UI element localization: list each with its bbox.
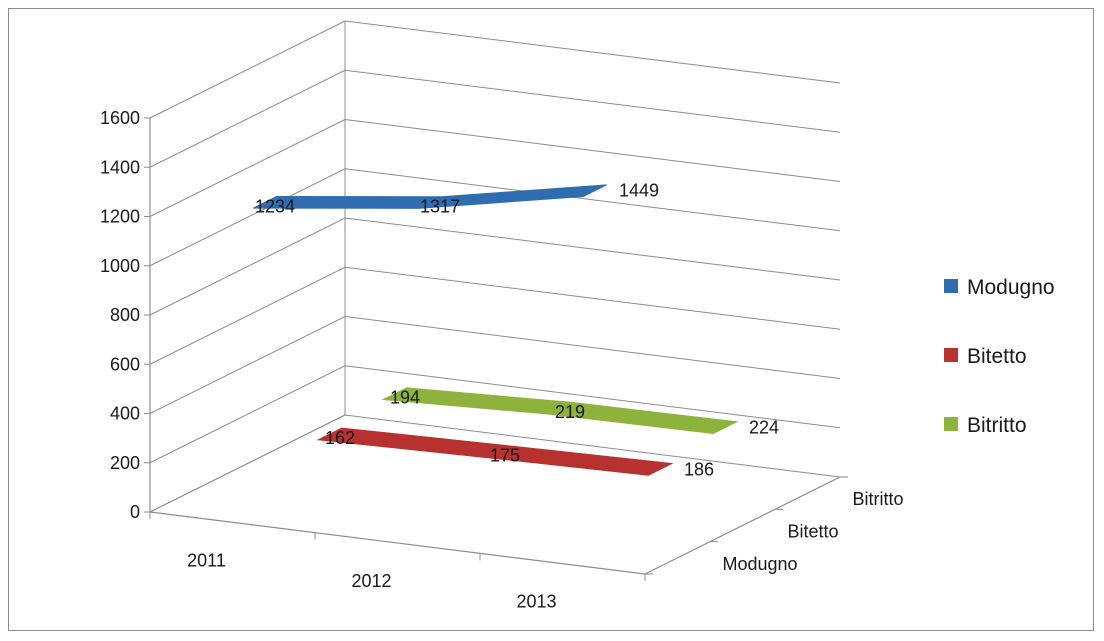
gridline: [149, 414, 841, 513]
y-tick-label: 0: [130, 502, 140, 522]
legend-label: Bitetto: [967, 345, 1027, 368]
y-axis-ticks: 0 200 400 600 800 1000 1200 1400 1600: [100, 108, 150, 522]
series-ribbons: [253, 184, 739, 476]
gridline: [149, 217, 841, 316]
x-axis-line: [149, 511, 646, 575]
y-tick-label: 200: [110, 453, 140, 473]
y-tick-label: 800: [110, 305, 140, 325]
gridline: [149, 69, 841, 168]
y-tick-label: 1600: [100, 108, 140, 128]
gridline: [149, 118, 841, 217]
legend-swatch-bitetto: [944, 348, 958, 362]
y-tick-label: 1200: [100, 207, 140, 227]
data-labels: 194 219 224 162 175 186 1234 1317 1449: [255, 181, 779, 480]
series-ribbon-modugno: [253, 184, 607, 209]
gridline: [149, 20, 841, 119]
chart-walls: [149, 21, 841, 575]
gridline: [149, 315, 841, 414]
legend: Modugno Bitetto Bitritto: [944, 276, 1055, 437]
y-tick-label: 1400: [100, 157, 140, 177]
legend-swatch-bitritto: [944, 417, 958, 431]
data-label: 1234: [255, 196, 295, 216]
gridlines: [149, 20, 841, 513]
depth-axis-label: Modugno: [723, 554, 798, 574]
data-label: 194: [390, 388, 420, 408]
gridline: [149, 266, 841, 365]
gridline: [149, 168, 841, 267]
depth-axis-line: [644, 476, 841, 575]
data-label: 186: [684, 459, 714, 479]
data-label: 1317: [420, 197, 460, 217]
gridline: [149, 365, 841, 464]
depth-axis-label: Bitritto: [853, 489, 904, 509]
data-label: 219: [555, 402, 585, 422]
data-label: 162: [325, 428, 355, 448]
legend-swatch-modugno: [944, 279, 958, 293]
data-label: 1449: [619, 181, 659, 201]
series-ribbon-bitritto: [381, 387, 739, 435]
x-category-label: 2011: [187, 550, 226, 570]
y-tick-label: 400: [110, 404, 140, 424]
legend-label: Modugno: [967, 276, 1055, 299]
data-label: 224: [749, 418, 779, 438]
x-category-label: 2012: [351, 571, 391, 591]
y-tick-label: 600: [110, 354, 140, 374]
data-label: 175: [490, 445, 520, 465]
x-axis-ticks: 2011 2012 2013: [149, 512, 646, 612]
chart-frame: [8, 8, 1094, 631]
depth-axis-label: Bitetto: [788, 522, 839, 542]
legend-label: Bitritto: [967, 414, 1027, 437]
x-category-label: 2013: [516, 592, 556, 612]
depth-axis-ticks: Modugno Bitetto Bitritto: [645, 476, 904, 575]
series-ribbon-bitetto: [316, 427, 674, 476]
y-tick-label: 1000: [100, 256, 140, 276]
